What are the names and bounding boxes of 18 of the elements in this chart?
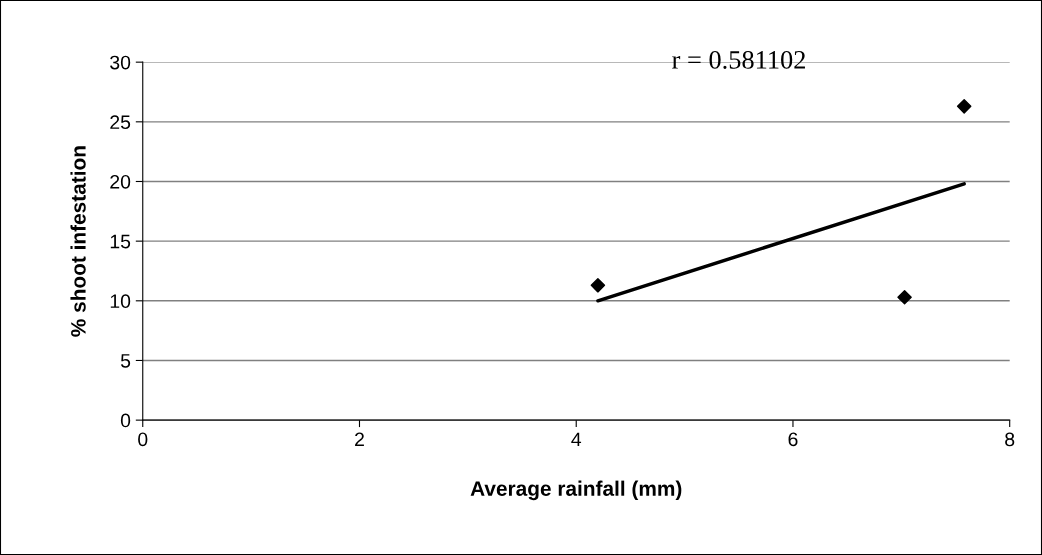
y-tick-label: 5 [120, 354, 131, 368]
x-tick-label: 8 [1005, 432, 1015, 447]
point [590, 278, 606, 293]
y-tick-label: 30 [110, 55, 131, 70]
x-tick-label: 6 [788, 432, 798, 447]
x-tick-label: 2 [355, 432, 364, 447]
y-tick-label: 0 [120, 413, 131, 428]
y-tick-label: 15 [110, 234, 131, 249]
point [897, 289, 912, 305]
x-tick-label: 4 [571, 432, 582, 447]
x-tick-label: 0 [138, 432, 148, 447]
y-axis-title: % shoot infestation [70, 146, 86, 337]
y-tick-label: 20 [110, 174, 131, 189]
y-tick-label: 25 [110, 115, 131, 130]
point [956, 99, 972, 114]
annotation: r = 0.581102 [672, 50, 805, 69]
y-tick-label: 10 [110, 294, 131, 309]
x-axis-title: Average rainfall (mm) [470, 480, 682, 501]
